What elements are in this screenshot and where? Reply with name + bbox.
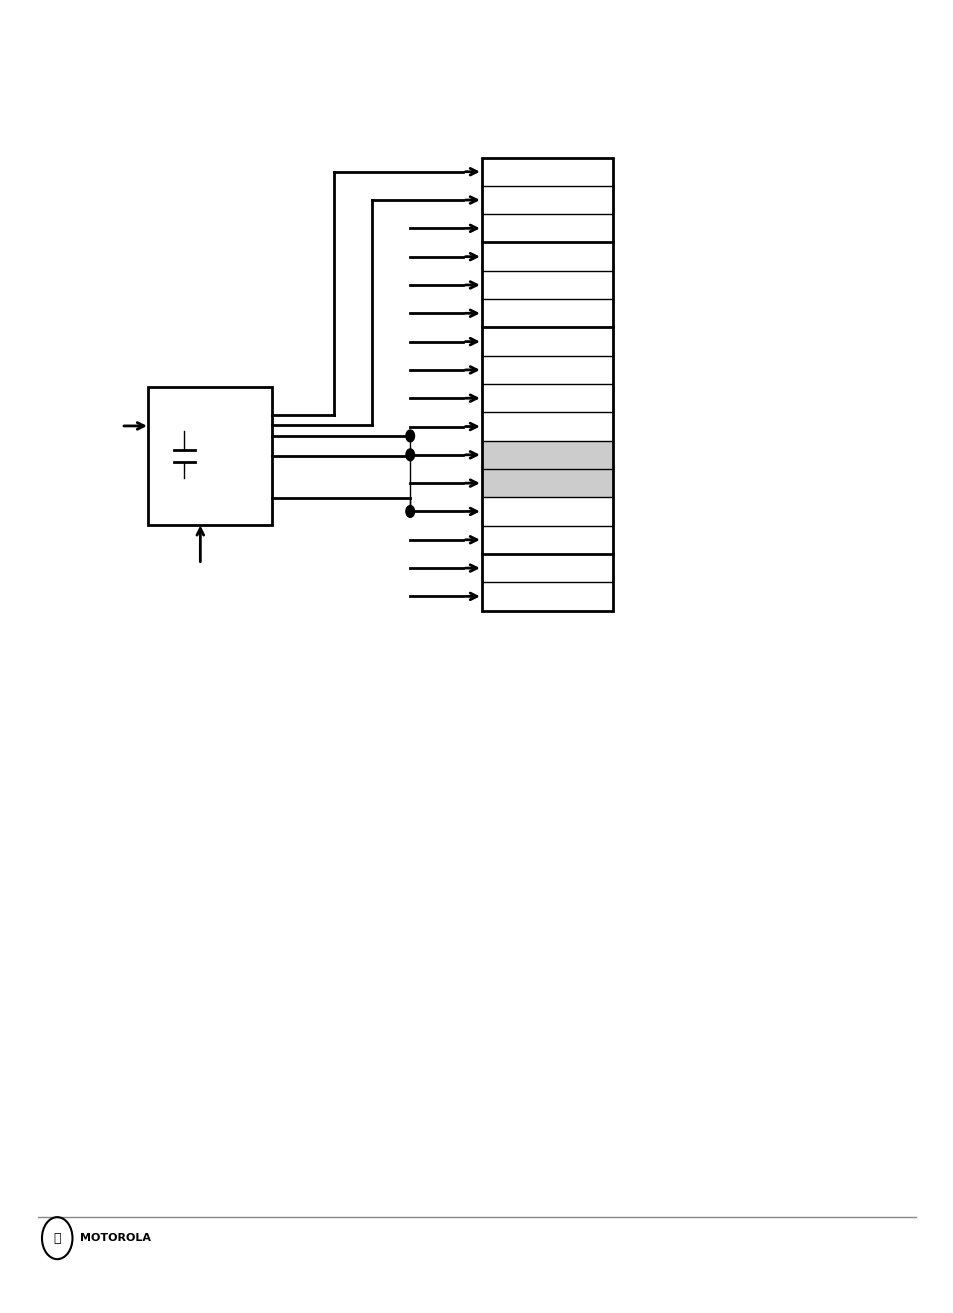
Circle shape bbox=[405, 506, 414, 517]
Bar bbox=[481, 158, 613, 611]
Bar bbox=[481, 469, 613, 498]
Text: Ⓜ: Ⓜ bbox=[53, 1232, 61, 1245]
Circle shape bbox=[405, 431, 414, 442]
Bar bbox=[148, 387, 272, 525]
Text: MOTOROLA: MOTOROLA bbox=[80, 1233, 151, 1243]
Circle shape bbox=[405, 449, 414, 461]
Bar bbox=[481, 441, 613, 469]
